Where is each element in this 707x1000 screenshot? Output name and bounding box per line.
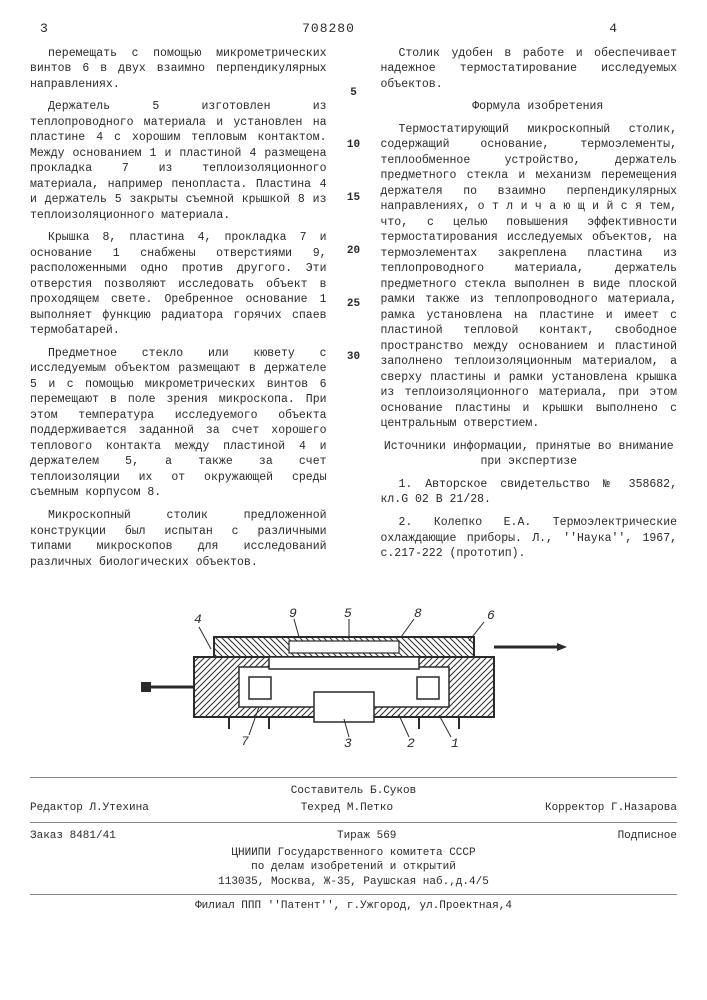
line-number: 15 <box>347 191 360 206</box>
fig-label-6: 6 <box>487 608 495 623</box>
paragraph: Столик удобен в работе и обеспечивает на… <box>381 46 678 93</box>
order-row: Заказ 8481/41 Тираж 569 Подписное <box>30 827 677 846</box>
page-number-left: 3 <box>40 20 48 38</box>
right-column: Столик удобен в работе и обеспечивает на… <box>381 46 678 578</box>
tirage: Тираж 569 <box>337 829 396 844</box>
fig-label-9: 9 <box>289 606 297 621</box>
left-column: перемещать с помощью микрометрических ви… <box>30 46 327 578</box>
divider <box>30 894 677 895</box>
order-number: Заказ 8481/41 <box>30 829 116 844</box>
page-header: 3 708280 4 <box>30 20 677 38</box>
fig-label-7: 7 <box>241 734 249 747</box>
source-item: 1. Авторское свидетельство № 358682, кл.… <box>381 477 678 508</box>
paragraph: Крышка 8, пластина 4, прокладка 7 и осно… <box>30 230 327 339</box>
organization-line: ЦНИИПИ Государственного комитета СССР <box>30 846 677 861</box>
sources-title: Источники информации, принятые во вниман… <box>381 439 678 470</box>
editor-row: Редактор Л.Утехина Техред М.Петко Коррек… <box>30 799 677 818</box>
line-number: 20 <box>347 244 360 259</box>
address-line: 113035, Москва, Ж-35, Раушская наб.,д.4/… <box>30 875 677 890</box>
branch-line: Филиал ППП ''Патент'', г.Ужгород, ул.Про… <box>30 899 677 914</box>
compiler-line: Составитель Б.Суков <box>30 784 677 799</box>
drawing-svg: 4 9 5 8 6 7 3 2 1 <box>139 597 569 747</box>
fig-label-2: 2 <box>407 736 415 747</box>
line-number: 10 <box>347 138 360 153</box>
fig-label-4: 4 <box>194 612 202 627</box>
divider <box>30 822 677 823</box>
page-number-right: 4 <box>609 20 617 38</box>
paragraph: Предметное стекло или кювету с исследуем… <box>30 346 327 501</box>
podpisnoe: Подписное <box>618 829 677 844</box>
corrector: Корректор Г.Назарова <box>545 801 677 816</box>
source-item: 2. Колепко Е.А. Термоэлектрические охлаж… <box>381 515 678 562</box>
imprint-footer: Составитель Б.Суков Редактор Л.Утехина Т… <box>30 777 677 914</box>
line-number: 30 <box>347 350 360 365</box>
paragraph: Микроскопный столик предложенной констру… <box>30 508 327 570</box>
text-columns: перемещать с помощью микрометрических ви… <box>30 46 677 578</box>
organization-line: по делам изобретений и открытий <box>30 860 677 875</box>
line-number-gutter: 5 10 15 20 25 30 <box>345 46 363 578</box>
fig-label-1: 1 <box>451 736 459 747</box>
fig-label-5: 5 <box>344 606 352 621</box>
claim-paragraph: Термостатирующий микроскопный столик, со… <box>381 122 678 432</box>
editor: Редактор Л.Утехина <box>30 801 149 816</box>
formula-title: Формула изобретения <box>381 99 678 115</box>
techred: Техред М.Петко <box>301 801 393 816</box>
line-number: 25 <box>347 297 360 312</box>
paragraph: перемещать с помощью микрометрических ви… <box>30 46 327 93</box>
technical-drawing: 4 9 5 8 6 7 3 2 1 <box>30 597 677 747</box>
patent-number: 708280 <box>302 20 355 38</box>
paragraph: Держатель 5 изготовлен из теплопроводног… <box>30 99 327 223</box>
fig-label-3: 3 <box>344 736 352 747</box>
line-number: 5 <box>350 86 357 101</box>
fig-label-8: 8 <box>414 606 422 621</box>
